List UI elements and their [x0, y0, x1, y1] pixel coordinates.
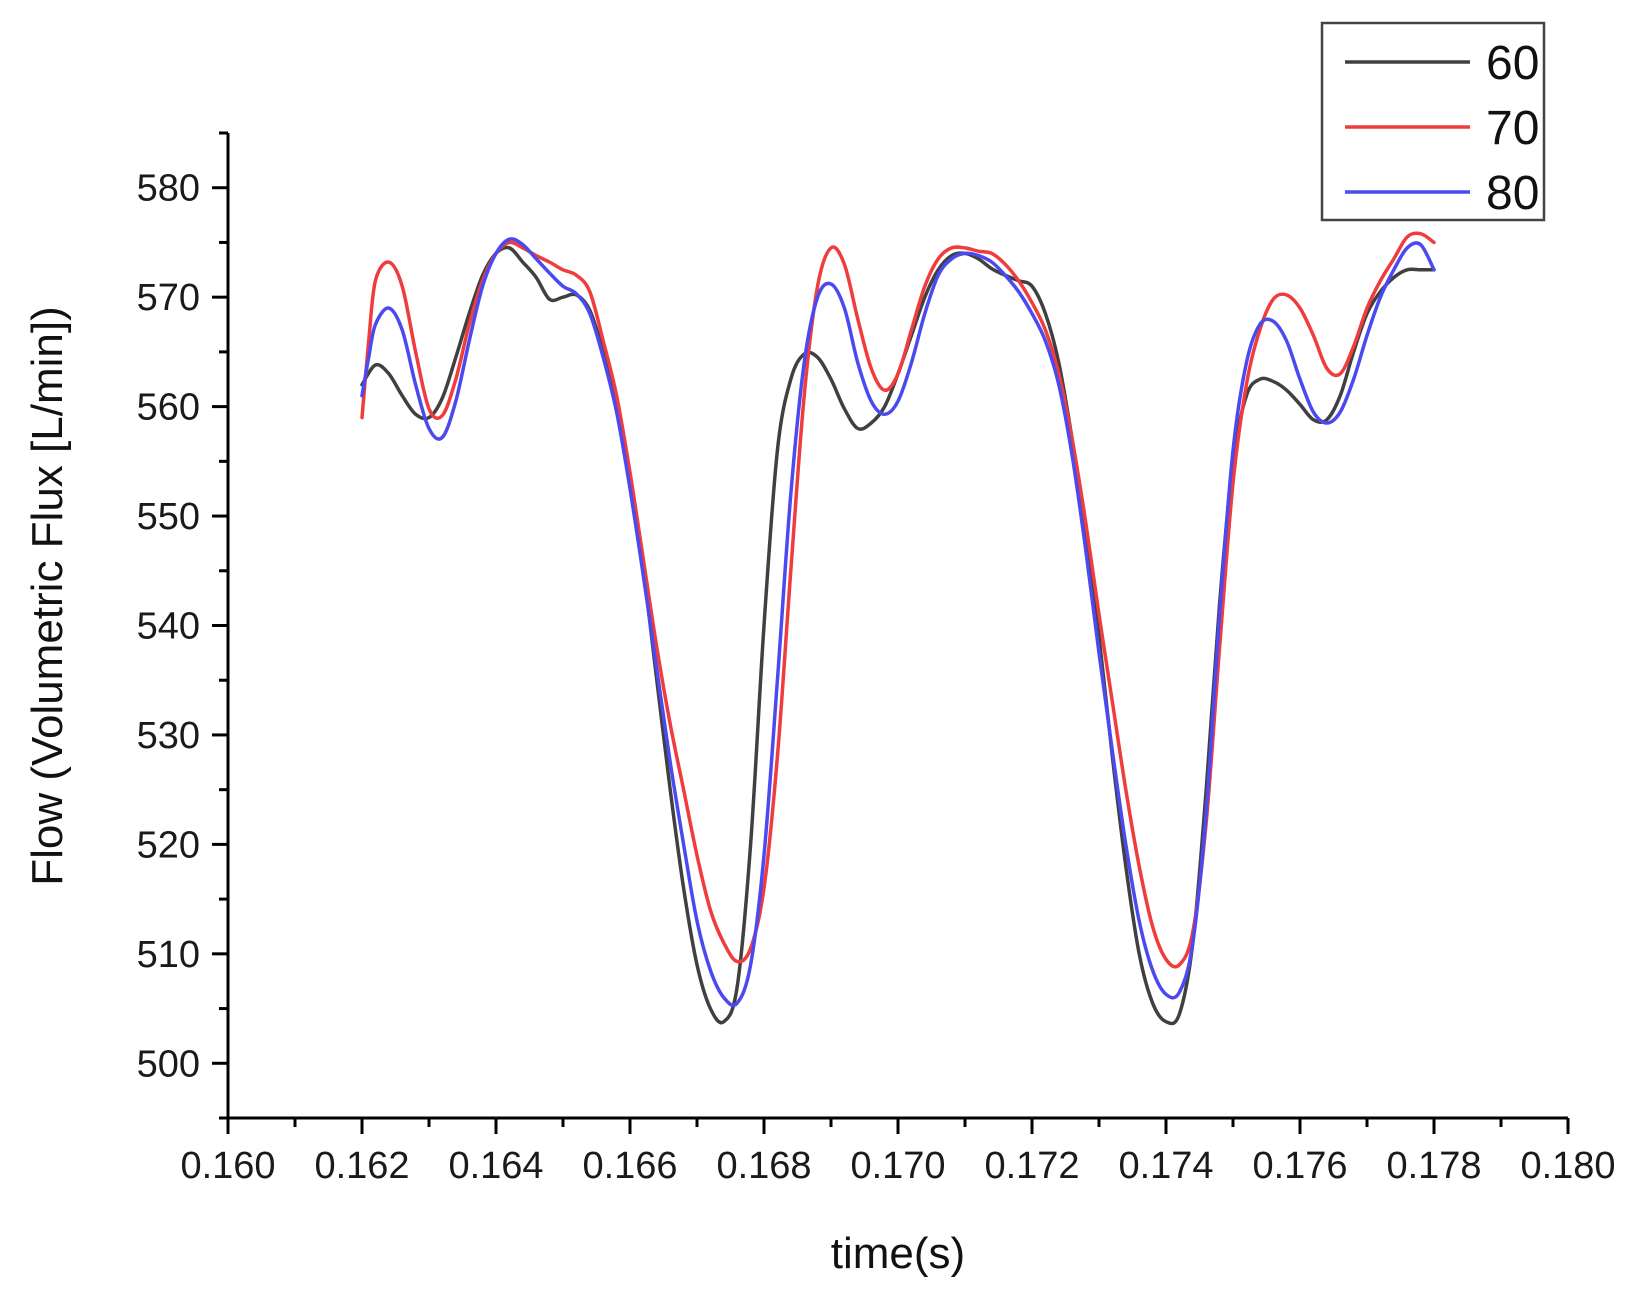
y-tick-label: 520 — [137, 824, 200, 866]
x-tick-label: 0.174 — [1118, 1145, 1213, 1187]
y-axis-title: Flow (Volumetric Flux [L/min]) — [23, 306, 72, 885]
y-tick-label: 550 — [137, 496, 200, 538]
x-tick-label: 0.168 — [716, 1145, 811, 1187]
series-line-70 — [360, 231, 1436, 969]
legend-label-80: 80 — [1486, 167, 1539, 220]
series-line-80 — [360, 237, 1436, 1008]
x-tick-label: 0.176 — [1252, 1145, 1347, 1187]
y-tick-label: 510 — [137, 934, 200, 976]
y-tick-label: 570 — [137, 277, 200, 319]
x-tick-label: 0.162 — [314, 1145, 409, 1187]
legend-label-70: 70 — [1486, 102, 1539, 155]
x-ticks: 0.160 0.162 0.164 0.166 0.168 0.170 0.172 0.174… — [180, 1118, 1616, 1187]
series-line-60 — [360, 245, 1436, 1026]
x-tick-label: 0.172 — [984, 1145, 1079, 1187]
series-lines — [360, 231, 1436, 1026]
y-tick-label: 540 — [137, 606, 200, 648]
axes — [226, 133, 1568, 1120]
x-tick-label: 0.180 — [1520, 1145, 1615, 1187]
y-ticks: 500 510 520 530 540 550 560 570 580 — [137, 131, 228, 1120]
legend-box — [1320, 21, 1546, 222]
legend-label-60: 60 — [1486, 37, 1539, 90]
x-tick-label: 0.170 — [850, 1145, 945, 1187]
y-tick-label: 580 — [137, 168, 200, 210]
y-tick-label: 500 — [137, 1043, 200, 1085]
x-tick-label: 0.166 — [582, 1145, 677, 1187]
y-tick-label: 560 — [137, 387, 200, 429]
x-axis-title: time(s) — [831, 1229, 965, 1278]
x-tick-label: 0.178 — [1386, 1145, 1481, 1187]
y-tick-label: 530 — [137, 715, 200, 757]
legend: 60 70 80 — [1320, 21, 1546, 222]
x-tick-label: 0.160 — [180, 1145, 275, 1187]
x-tick-label: 0.164 — [448, 1145, 543, 1187]
